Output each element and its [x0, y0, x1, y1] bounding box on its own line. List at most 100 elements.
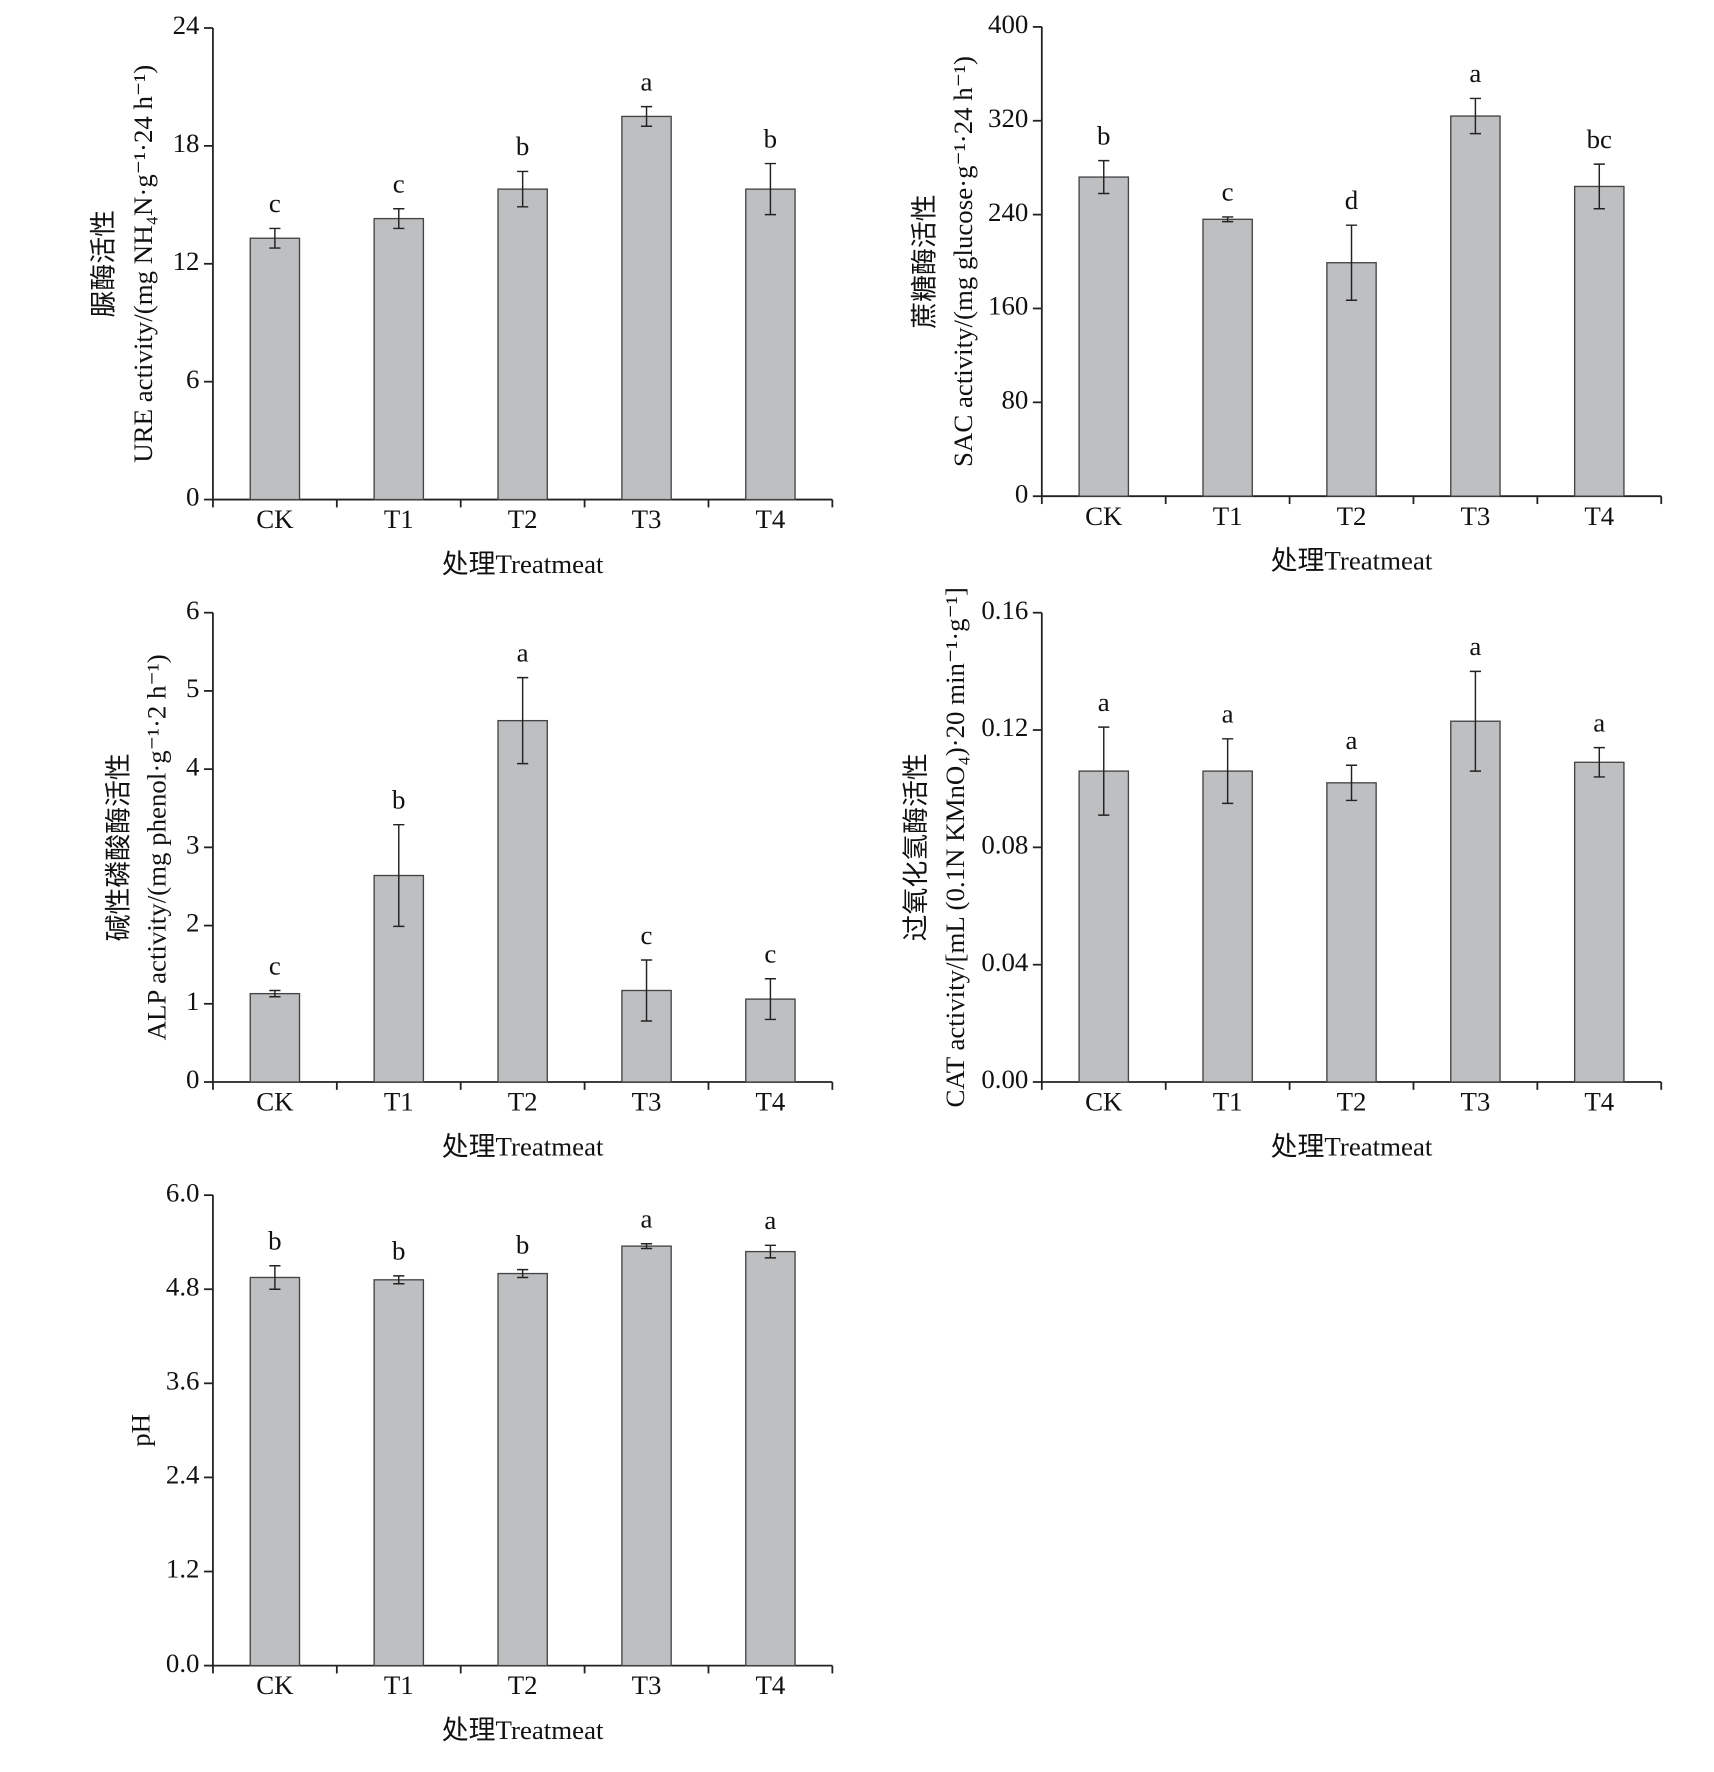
error-bar — [269, 227, 281, 249]
y-tick-label: 3 — [186, 830, 199, 860]
y-axis-label: 蔗糖酶活性 — [910, 194, 940, 328]
x-tick-label: T4 — [755, 1670, 785, 1700]
significance-letter: b — [764, 123, 777, 153]
y-tick-label: 6 — [186, 595, 199, 625]
y-tick-label: 0 — [186, 1064, 199, 1094]
x-tick-label: T1 — [384, 1670, 414, 1700]
y-tick-label: 6.0 — [166, 1177, 200, 1207]
y-tick-label: 0.0 — [166, 1648, 200, 1678]
y-tick-label: 24 — [173, 10, 200, 40]
significance-letter: c — [269, 188, 281, 218]
x-tick-label: T1 — [1213, 1087, 1243, 1117]
y-axis-label: 过氧化氢酶活性 — [901, 753, 931, 941]
x-tick-label: CK — [1085, 501, 1123, 531]
bar — [1326, 782, 1377, 1083]
x-tick-label: CK — [256, 504, 294, 534]
bar — [249, 237, 301, 501]
y-tick-label: 1.2 — [166, 1554, 200, 1584]
significance-letter: b — [1097, 120, 1110, 150]
y-tick-label: 12 — [173, 246, 200, 276]
bar — [1450, 720, 1501, 1083]
error-bar — [1593, 163, 1605, 210]
error-bar — [517, 1268, 529, 1279]
significance-letter: bc — [1587, 124, 1612, 154]
y-tick-label: 6 — [186, 364, 199, 394]
error-bar — [764, 162, 777, 216]
significance-letter: a — [1469, 58, 1481, 88]
bar — [249, 992, 301, 1083]
error-bar — [1345, 224, 1358, 301]
bar — [1573, 185, 1625, 497]
x-tick-label: T3 — [632, 504, 662, 534]
x-tick-label: T3 — [1460, 501, 1490, 531]
significance-letter: a — [641, 66, 653, 96]
bar — [373, 217, 425, 501]
x-tick-label: T2 — [1337, 1087, 1367, 1117]
y-tick-label: 320 — [988, 103, 1028, 133]
bar — [249, 1276, 301, 1667]
bar — [1078, 770, 1130, 1083]
error-bar — [1222, 216, 1234, 223]
error-bar — [764, 978, 777, 1021]
significance-letter: a — [764, 1205, 776, 1235]
error-bar — [517, 676, 529, 765]
bar — [497, 1272, 548, 1667]
y-tick-label: 1 — [186, 986, 199, 1016]
y-tick-label: 2.4 — [166, 1460, 200, 1490]
x-axis-label: 处理Treatmeat — [442, 1715, 604, 1745]
x-tick-label: T4 — [1584, 1087, 1614, 1117]
y-tick-label: 0.12 — [981, 712, 1028, 742]
x-tick-label: T4 — [755, 504, 785, 534]
x-tick-label: T2 — [508, 504, 538, 534]
bar — [621, 1245, 672, 1667]
error-bar — [764, 1244, 777, 1259]
significance-letter: a — [1098, 687, 1110, 717]
y-axis-label: CAT activity/[mL (0.1N KMnO₄)·20 min⁻¹·g… — [940, 587, 970, 1107]
error-bar — [1469, 97, 1482, 135]
y-tick-label: 4 — [186, 751, 200, 781]
significance-letter: b — [516, 1229, 529, 1259]
significance-letter: c — [269, 950, 281, 980]
error-bar — [393, 823, 405, 928]
x-tick-label: T1 — [1213, 501, 1243, 531]
x-tick-label: CK — [256, 1670, 294, 1700]
error-bar — [1098, 726, 1110, 816]
y-axis-label: URE activity/(mg NH₄N·g⁻¹·24 h⁻¹) — [128, 65, 158, 463]
x-tick-label: CK — [256, 1087, 294, 1117]
bar — [373, 1279, 425, 1667]
x-tick-label: T4 — [755, 1087, 785, 1117]
y-tick-label: 0 — [186, 482, 199, 512]
y-axis-label: pH — [126, 1414, 156, 1447]
x-tick-label: T4 — [1584, 501, 1614, 531]
significance-letter: d — [1345, 185, 1359, 215]
bar — [1202, 218, 1253, 497]
bar — [1573, 761, 1625, 1083]
y-tick-label: 400 — [988, 9, 1028, 39]
y-axis-label: ALP activity/(mg phenol·g⁻¹·2 h⁻¹) — [141, 654, 171, 1040]
error-bar — [393, 208, 405, 230]
x-axis-label: 处理Treatmeat — [442, 549, 604, 579]
error-bar — [640, 105, 653, 127]
x-tick-label: T3 — [632, 1670, 662, 1700]
significance-letter: a — [1346, 725, 1358, 755]
x-tick-label: T2 — [1337, 501, 1367, 531]
y-tick-label: 0.04 — [981, 947, 1029, 977]
y-tick-label: 18 — [173, 128, 200, 158]
bar — [497, 719, 548, 1083]
significance-letter: a — [1469, 631, 1481, 661]
x-tick-label: T1 — [384, 504, 414, 534]
x-axis-label: 处理Treatmeat — [1271, 1131, 1433, 1161]
error-bar — [1222, 738, 1234, 805]
x-tick-label: T2 — [508, 1087, 538, 1117]
y-tick-label: 4.8 — [166, 1271, 200, 1301]
significance-letter: b — [392, 784, 405, 814]
y-tick-label: 240 — [988, 197, 1028, 227]
y-tick-label: 80 — [1002, 385, 1029, 415]
y-axis-label: SAC activity/(mg glucose·g⁻¹·24 h⁻¹) — [948, 56, 978, 467]
y-tick-label: 0.16 — [981, 595, 1028, 625]
significance-letter: c — [764, 939, 776, 969]
error-bar — [517, 170, 529, 208]
x-tick-label: T1 — [384, 1087, 414, 1117]
x-tick-label: T3 — [1460, 1087, 1490, 1117]
